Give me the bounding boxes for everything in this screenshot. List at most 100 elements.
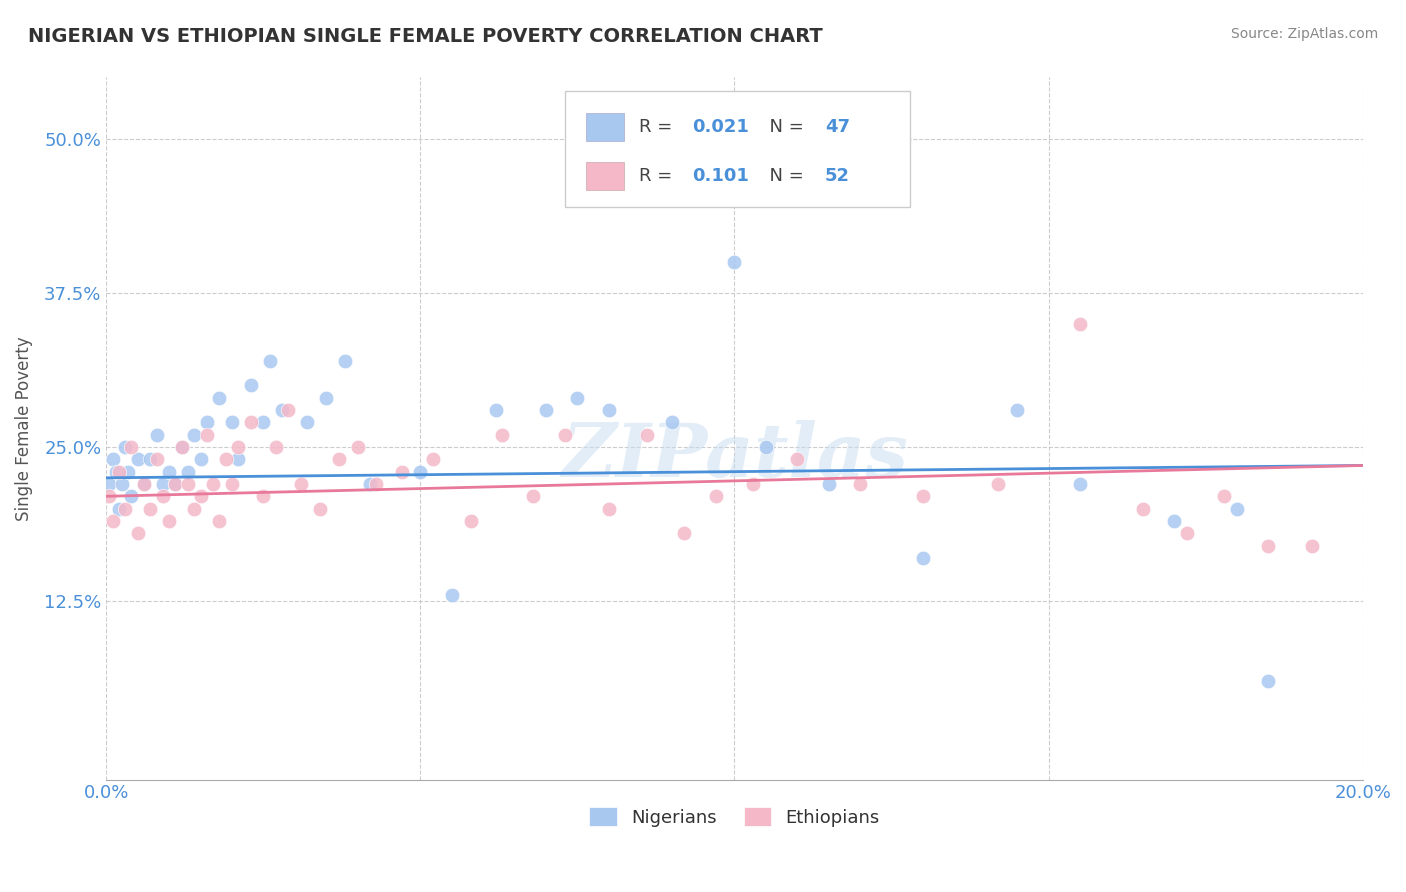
Point (132, 477, 155, 491)
Point (598, 501, 620, 516)
Text: 0.021: 0.021 (692, 118, 748, 136)
Legend: Nigerians, Ethiopians: Nigerians, Ethiopians (582, 800, 887, 834)
Text: 52: 52 (825, 167, 849, 185)
Point (264, 440, 287, 454)
Text: NIGERIAN VS ETHIOPIAN SINGLE FEMALE POVERTY CORRELATION CHART: NIGERIAN VS ETHIOPIAN SINGLE FEMALE POVE… (28, 27, 823, 45)
Point (226, 452, 249, 467)
Point (1226, 501, 1249, 516)
Point (786, 452, 808, 467)
Point (170, 440, 193, 454)
Point (636, 427, 658, 442)
FancyBboxPatch shape (586, 161, 624, 190)
Point (755, 440, 778, 454)
Point (215, 452, 238, 467)
Point (359, 477, 381, 491)
Point (315, 391, 337, 405)
Point (183, 501, 205, 516)
Point (309, 501, 332, 516)
Point (554, 427, 576, 442)
Point (422, 452, 444, 467)
Point (1257, 539, 1279, 553)
Text: 0.101: 0.101 (692, 167, 748, 185)
Point (567, 391, 589, 405)
Point (1163, 514, 1185, 528)
Point (460, 514, 482, 528)
Point (157, 465, 180, 479)
Point (704, 489, 727, 503)
Text: R =: R = (638, 118, 678, 136)
Y-axis label: Single Female Poverty: Single Female Poverty (15, 336, 32, 521)
Point (139, 501, 162, 516)
Point (239, 416, 262, 430)
Point (1132, 501, 1154, 516)
Point (290, 477, 312, 491)
Point (491, 427, 513, 442)
Point (1213, 489, 1236, 503)
Point (152, 477, 174, 491)
Point (987, 477, 1010, 491)
Point (221, 477, 243, 491)
FancyBboxPatch shape (565, 92, 910, 207)
Point (409, 465, 432, 479)
Point (104, 465, 127, 479)
Point (252, 416, 274, 430)
Point (121, 489, 143, 503)
Point (440, 588, 463, 602)
Point (145, 452, 167, 467)
Point (190, 489, 212, 503)
Point (98, 477, 121, 491)
Point (127, 452, 149, 467)
Point (195, 427, 218, 442)
Text: R =: R = (638, 167, 678, 185)
Point (101, 514, 124, 528)
Point (252, 489, 274, 503)
Point (297, 416, 319, 430)
Point (723, 255, 745, 269)
Text: ZIPatlas: ZIPatlas (561, 420, 908, 493)
Point (911, 550, 934, 565)
Point (183, 427, 205, 442)
Point (1175, 526, 1198, 541)
Point (328, 452, 350, 467)
Point (271, 403, 294, 417)
Point (202, 477, 225, 491)
Point (226, 440, 249, 454)
Point (208, 514, 231, 528)
Point (139, 452, 162, 467)
Point (157, 514, 180, 528)
Point (485, 403, 508, 417)
Point (911, 489, 934, 503)
Point (165, 477, 187, 491)
Point (177, 477, 200, 491)
Point (190, 452, 212, 467)
Point (145, 427, 167, 442)
Point (1301, 539, 1323, 553)
Point (1069, 317, 1091, 331)
Point (1069, 477, 1091, 491)
Point (111, 477, 134, 491)
Point (177, 465, 200, 479)
Point (661, 416, 683, 430)
Point (170, 440, 193, 454)
Point (346, 440, 368, 454)
Point (101, 452, 124, 467)
Text: N =: N = (758, 167, 810, 185)
Point (221, 416, 243, 430)
Point (239, 378, 262, 392)
Point (127, 526, 149, 541)
Point (1005, 403, 1028, 417)
Point (208, 391, 231, 405)
Point (1257, 674, 1279, 689)
Point (108, 465, 131, 479)
FancyBboxPatch shape (586, 112, 624, 141)
Point (98, 489, 121, 503)
Text: Source: ZipAtlas.com: Source: ZipAtlas.com (1230, 27, 1378, 41)
Point (598, 403, 620, 417)
Text: 47: 47 (825, 118, 849, 136)
Point (817, 477, 839, 491)
Point (121, 440, 143, 454)
Point (114, 501, 136, 516)
Point (742, 477, 765, 491)
Point (534, 403, 557, 417)
Point (333, 353, 356, 368)
